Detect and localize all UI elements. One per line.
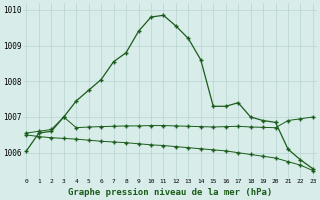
- X-axis label: Graphe pression niveau de la mer (hPa): Graphe pression niveau de la mer (hPa): [68, 188, 272, 197]
